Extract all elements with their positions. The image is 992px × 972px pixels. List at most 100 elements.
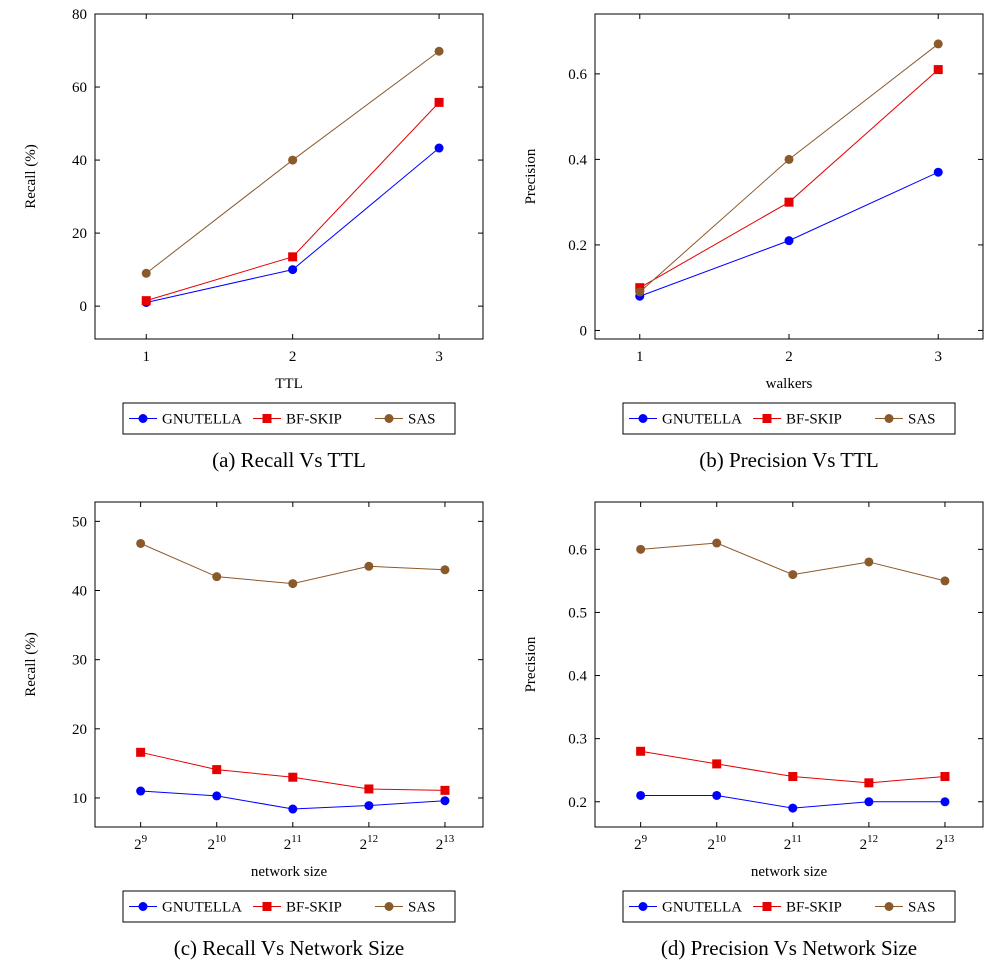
y-axis-label: Recall (%) [23, 632, 39, 697]
data-point-sas [288, 579, 298, 589]
legend-label-bf-skip: BF-SKIP [786, 412, 842, 428]
legend-marker-bf-skip [762, 414, 772, 423]
legend-label-gnutella: GNUTELLA [162, 412, 242, 428]
series-sas [636, 538, 950, 586]
legend-label-gnutella: GNUTELLA [162, 900, 242, 916]
y-tick-label: 20 [72, 722, 87, 738]
legend: GNUTELLA BF-SKIP SAS [122, 402, 456, 435]
x-axis-label: network size [251, 864, 328, 880]
legend-marker-gnutella [638, 902, 648, 911]
y-tick-label: 30 [72, 653, 87, 669]
data-point-sas [288, 155, 298, 165]
legend-marker-bf-skip [762, 902, 772, 911]
data-point-sas [136, 538, 146, 548]
legend-label-bf-skip: BF-SKIP [286, 412, 342, 428]
legend-marker-gnutella [138, 902, 148, 911]
series-line-sas [639, 43, 939, 293]
y-tick-label: 0 [80, 299, 88, 315]
legend-label-gnutella: GNUTELLA [662, 412, 742, 428]
data-point-bf-skip [364, 784, 374, 794]
series-line-bf-skip [140, 751, 445, 791]
data-point-bf-skip [864, 778, 874, 788]
y-tick-label: 0.2 [568, 795, 587, 811]
data-point-sas [712, 538, 722, 548]
data-point-sas [141, 268, 151, 278]
x-tick-label: 212 [860, 833, 879, 853]
x-axis-label: network size [751, 864, 828, 880]
chart-svg: 0.2 0.3 0.4 0.5 0.6 29 210 211 212 213 network siz… [523, 501, 984, 960]
data-point-bf-skip [434, 97, 444, 107]
figure-caption: (a) Recall Vs TTL [212, 448, 366, 472]
chart-panel-precision-vs-network-size: 0.2 0.3 0.4 0.5 0.6 29 210 211 212 213 network siz… [500, 488, 992, 972]
data-point-sas [364, 561, 374, 571]
legend-marker-bf-skip [262, 902, 272, 911]
x-tick-label: 1 [142, 349, 150, 365]
plot-frame [94, 13, 484, 340]
y-axis-label: Precision [523, 636, 539, 692]
figure-caption: (c) Recall Vs Network Size [174, 936, 405, 960]
data-point-bf-skip [136, 747, 146, 757]
data-point-gnutella [288, 804, 298, 814]
data-point-gnutella [136, 786, 146, 796]
data-point-sas [933, 39, 943, 49]
data-point-sas [434, 46, 444, 56]
series-line-gnutella [146, 147, 440, 303]
legend-marker-sas [884, 902, 894, 911]
data-point-bf-skip [940, 772, 950, 782]
data-point-gnutella [434, 143, 444, 153]
data-point-bf-skip [212, 765, 222, 775]
data-point-bf-skip [784, 197, 794, 207]
series-gnutella [635, 167, 943, 301]
x-tick-label: 210 [707, 833, 726, 853]
y-axis-label: Recall (%) [23, 144, 39, 209]
series-gnutella [636, 790, 950, 813]
data-point-bf-skip [788, 772, 798, 782]
y-tick-label: 50 [72, 514, 87, 530]
legend: GNUTELLA BF-SKIP SAS [122, 890, 456, 923]
legend-label-gnutella: GNUTELLA [662, 900, 742, 916]
series-gnutella [136, 786, 450, 814]
y-tick-label: 0.3 [568, 732, 587, 748]
y-tick-label: 20 [72, 226, 87, 242]
x-tick-label: 213 [936, 833, 955, 853]
data-point-bf-skip [636, 746, 646, 756]
x-tick-label: 213 [436, 833, 455, 853]
data-point-gnutella [288, 265, 298, 275]
series-bf-skip [635, 65, 943, 293]
figure-caption: (b) Precision Vs TTL [699, 448, 878, 472]
data-point-gnutella [940, 797, 950, 807]
data-point-sas [940, 576, 950, 586]
legend-marker-bf-skip [262, 414, 272, 423]
legend-label-sas: SAS [908, 412, 936, 428]
legend-marker-gnutella [638, 414, 648, 423]
legend-label-sas: SAS [408, 900, 436, 916]
x-tick-label: 2 [785, 349, 793, 365]
legend: GNUTELLA BF-SKIP SAS [622, 890, 956, 923]
x-tick-label: 2 [289, 349, 297, 365]
data-point-sas [635, 287, 645, 297]
data-point-gnutella [212, 791, 222, 801]
series-line-bf-skip [639, 69, 939, 289]
data-point-gnutella [788, 803, 798, 813]
series-line-gnutella [639, 171, 939, 297]
series-sas [136, 538, 450, 589]
y-tick-label: 60 [72, 80, 87, 96]
data-point-gnutella [440, 796, 450, 806]
y-tick-label: 0.6 [568, 67, 587, 83]
chart-panel-precision-vs-ttl: 0 0.2 0.4 0.6 1 2 3 walkers Precision GNUTELLA BF-… [500, 0, 992, 484]
y-axis-label: Precision [523, 148, 539, 204]
x-tick-label: 3 [435, 349, 443, 365]
legend-label-sas: SAS [408, 412, 436, 428]
data-point-bf-skip [141, 296, 151, 306]
data-point-gnutella [712, 790, 722, 800]
chart-panel-recall-vs-ttl: 0 20 40 60 80 1 2 3 TTL Recall (%) GNUTELLA BF-SKIP… [0, 0, 492, 484]
series-sas [141, 46, 444, 278]
chart-svg: 0 0.2 0.4 0.6 1 2 3 walkers Precision GNUTELLA BF-… [523, 13, 984, 472]
data-point-bf-skip [933, 65, 943, 75]
x-tick-label: 211 [784, 833, 802, 853]
x-tick-label: 29 [634, 833, 648, 853]
data-point-sas [788, 570, 798, 580]
data-point-gnutella [636, 790, 646, 800]
x-axis-label: TTL [275, 376, 303, 392]
y-tick-label: 0.6 [568, 542, 587, 558]
